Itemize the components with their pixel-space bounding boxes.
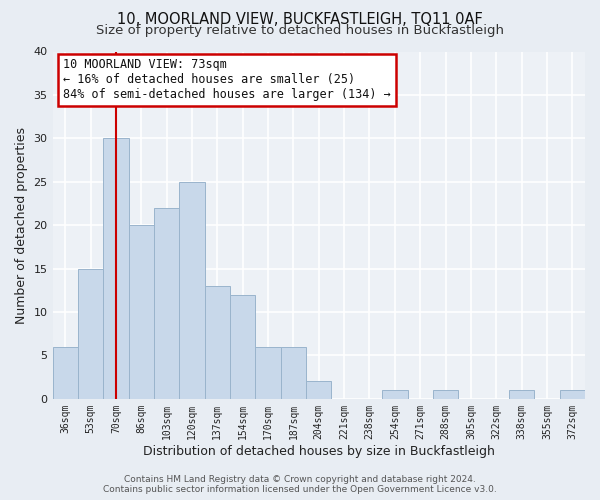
Text: Contains HM Land Registry data © Crown copyright and database right 2024.
Contai: Contains HM Land Registry data © Crown c…	[103, 474, 497, 494]
Bar	[560, 390, 585, 399]
Bar	[179, 182, 205, 399]
Bar	[281, 346, 306, 399]
Bar	[205, 286, 230, 399]
Bar	[128, 225, 154, 399]
Text: Size of property relative to detached houses in Buckfastleigh: Size of property relative to detached ho…	[96, 24, 504, 37]
Bar	[230, 294, 256, 399]
Bar	[154, 208, 179, 399]
Bar	[509, 390, 534, 399]
Text: 10 MOORLAND VIEW: 73sqm
← 16% of detached houses are smaller (25)
84% of semi-de: 10 MOORLAND VIEW: 73sqm ← 16% of detache…	[63, 58, 391, 102]
Y-axis label: Number of detached properties: Number of detached properties	[15, 126, 28, 324]
X-axis label: Distribution of detached houses by size in Buckfastleigh: Distribution of detached houses by size …	[143, 444, 495, 458]
Bar	[306, 382, 331, 399]
Bar	[78, 268, 103, 399]
Text: 10, MOORLAND VIEW, BUCKFASTLEIGH, TQ11 0AF: 10, MOORLAND VIEW, BUCKFASTLEIGH, TQ11 0…	[117, 12, 483, 28]
Bar	[433, 390, 458, 399]
Bar	[382, 390, 407, 399]
Bar	[103, 138, 128, 399]
Bar	[256, 346, 281, 399]
Bar	[53, 346, 78, 399]
